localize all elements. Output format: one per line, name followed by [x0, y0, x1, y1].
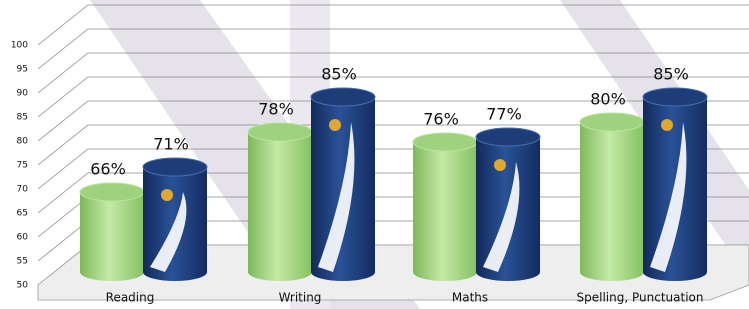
data-label: 85% — [321, 65, 357, 84]
y-tick-label: 90 — [17, 89, 29, 99]
y-tick-label: 80 — [17, 137, 29, 147]
y-tick-label: 50 — [17, 281, 29, 291]
y-tick-label: 70 — [17, 185, 29, 195]
x-tick-label: Reading — [106, 291, 155, 305]
bar-top — [80, 183, 144, 201]
bar-top — [476, 128, 540, 146]
decor — [661, 119, 673, 131]
y-tick-label: 55 — [17, 257, 28, 267]
bar-top — [580, 113, 644, 131]
decor — [494, 159, 506, 171]
cylinder — [643, 88, 707, 281]
bar-top — [143, 158, 207, 176]
cylinder — [143, 158, 207, 281]
bar-top — [643, 88, 707, 106]
bar-top — [248, 123, 312, 141]
y-tick-label: 85 — [17, 113, 28, 123]
data-label: 77% — [486, 105, 522, 124]
bar — [248, 132, 312, 281]
y-tick-label: 65 — [17, 209, 28, 219]
data-label: 80% — [590, 90, 626, 109]
cylinder — [476, 128, 540, 281]
data-label: 66% — [90, 160, 126, 179]
x-tick-label: Maths — [452, 291, 488, 305]
bar — [413, 142, 477, 281]
data-label: 71% — [153, 135, 189, 154]
y-tick-label: 95 — [17, 65, 28, 75]
x-tick-label: Writing — [279, 291, 322, 305]
y-tick-label: 75 — [17, 161, 28, 171]
bar-top — [311, 88, 375, 106]
decor — [329, 119, 341, 131]
y-tick-label: 60 — [17, 233, 29, 243]
data-label: 85% — [653, 65, 689, 84]
data-label: 78% — [258, 100, 294, 119]
cylinder — [80, 183, 144, 281]
chart: 50 55 60 65 70 75 80 85 90 95 100 66% 78% 76% 80% 71% 8… — [0, 0, 749, 309]
cylinder — [413, 133, 477, 281]
y-tick-label: 100 — [11, 41, 28, 51]
bar — [580, 122, 644, 281]
bar — [80, 192, 144, 281]
data-label: 76% — [423, 110, 459, 129]
cylinder — [311, 88, 375, 281]
decor — [161, 189, 173, 201]
cylinder — [580, 113, 644, 281]
x-tick-label: Spelling, Punctuation — [577, 291, 704, 305]
bar-top — [413, 133, 477, 151]
cylinder — [248, 123, 312, 281]
